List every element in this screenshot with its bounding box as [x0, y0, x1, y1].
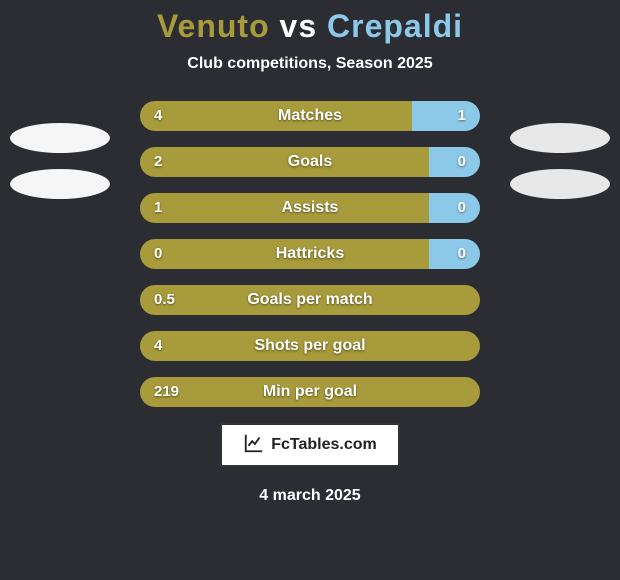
bar-track — [140, 147, 480, 177]
value-left: 4 — [154, 331, 162, 361]
chart-icon — [243, 432, 265, 459]
value-left: 219 — [154, 377, 179, 407]
value-right: 0 — [458, 193, 466, 223]
player2-name: Crepaldi — [327, 8, 463, 44]
player1-oval-1 — [10, 123, 110, 153]
stat-row: 10Assists — [140, 193, 480, 223]
value-left: 1 — [154, 193, 162, 223]
value-left: 4 — [154, 101, 162, 131]
watermark-badge: FcTables.com — [220, 423, 400, 467]
player2-oval-2 — [510, 169, 610, 199]
bar-track — [140, 193, 480, 223]
bar-left — [140, 193, 429, 223]
value-right: 0 — [458, 239, 466, 269]
value-left: 2 — [154, 147, 162, 177]
stat-row: 00Hattricks — [140, 239, 480, 269]
bar-track — [140, 377, 480, 407]
vs-text: vs — [280, 8, 318, 44]
stat-row: 4Shots per goal — [140, 331, 480, 361]
bar-right — [412, 101, 480, 131]
bar-left — [140, 147, 429, 177]
player1-name: Venuto — [157, 8, 270, 44]
player2-oval-1 — [510, 123, 610, 153]
bar-track — [140, 285, 480, 315]
value-right: 0 — [458, 147, 466, 177]
comparison-card: Venuto vs Crepaldi Club competitions, Se… — [0, 0, 620, 580]
page-title: Venuto vs Crepaldi — [0, 8, 620, 45]
bar-right — [429, 193, 480, 223]
bar-left — [140, 377, 480, 407]
watermark-text: FcTables.com — [271, 436, 377, 454]
stat-row: 0.5Goals per match — [140, 285, 480, 315]
bar-left — [140, 285, 480, 315]
stat-row: 41Matches — [140, 101, 480, 131]
bar-left — [140, 101, 412, 131]
stat-row: 219Min per goal — [140, 377, 480, 407]
bar-right — [429, 147, 480, 177]
value-right: 1 — [458, 101, 466, 131]
value-left: 0.5 — [154, 285, 175, 315]
value-left: 0 — [154, 239, 162, 269]
bar-left — [140, 239, 429, 269]
bar-track — [140, 331, 480, 361]
subtitle: Club competitions, Season 2025 — [0, 55, 620, 73]
bar-left — [140, 331, 480, 361]
date-label: 4 march 2025 — [0, 487, 620, 505]
stat-row: 20Goals — [140, 147, 480, 177]
player1-oval-2 — [10, 169, 110, 199]
bar-right — [429, 239, 480, 269]
bar-track — [140, 239, 480, 269]
bar-track — [140, 101, 480, 131]
